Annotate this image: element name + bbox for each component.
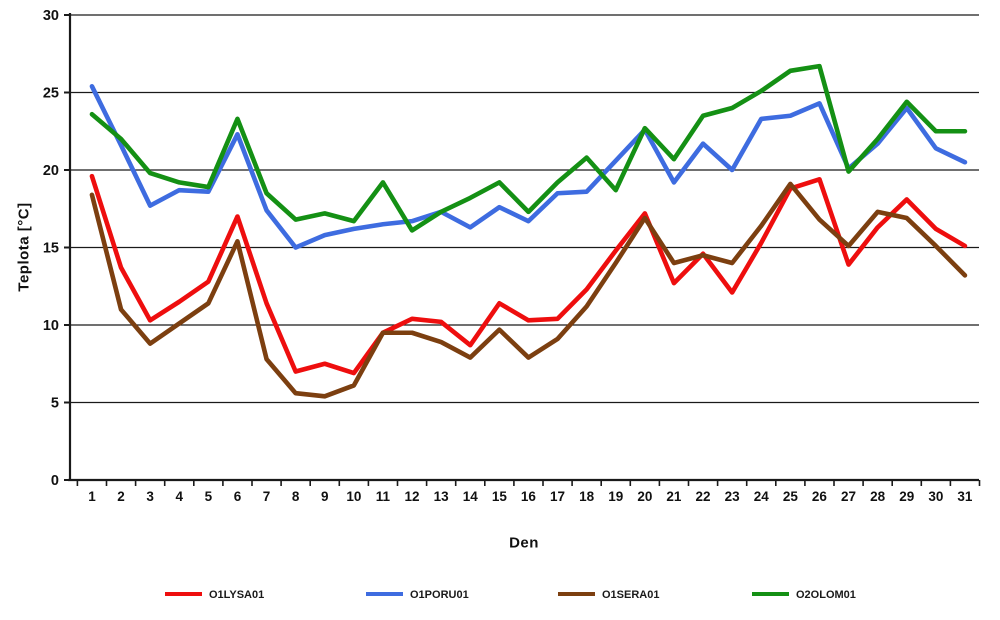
x-tick-label: 28 [870,489,886,504]
x-tick-label: 24 [754,489,770,504]
y-axis-title: Teplota [°C] [15,202,33,292]
y-tick-label: 20 [43,163,59,179]
x-tick-label: 21 [666,489,682,504]
x-tick-label: 30 [928,489,943,504]
legend-item-O1SERA01: O1SERA01 [558,589,659,601]
series-line-O2OLOM01 [89,63,968,233]
y-tick-label: 30 [43,8,59,24]
x-tick-label: 19 [608,489,623,504]
x-tick-label: 12 [405,489,420,504]
y-tick-label: 5 [51,396,59,412]
legend-item-O1PORU01: O1PORU01 [366,589,469,601]
x-tick-label: 16 [521,489,537,504]
series-line-O1LYSA01 [89,173,968,376]
legend-label-O1PORU01: O1PORU01 [410,589,469,601]
x-tick-label: 6 [234,489,242,504]
series-line-O1SERA01 [89,181,968,399]
x-tick-label: 5 [205,489,213,504]
x-tick-label: 14 [463,489,479,504]
x-tick-label: 25 [783,489,799,504]
x-tick-label: 11 [376,489,391,504]
x-tick-label: 17 [550,489,565,504]
legend-label-O1SERA01: O1SERA01 [602,589,659,601]
x-tick-label: 4 [175,489,183,504]
x-tick-label: 15 [492,489,508,504]
y-tick-label: 25 [43,86,59,102]
legend-item-O2OLOM01: O2OLOM01 [752,589,856,601]
x-tick-label: 23 [725,489,741,504]
x-axis-title: Den [509,534,539,552]
x-tick-label: 10 [346,489,361,504]
x-tick-label: 31 [957,489,973,504]
legend-label-O2OLOM01: O2OLOM01 [796,589,856,601]
x-tick-label: 18 [579,489,595,504]
legend-item-O1LYSA01: O1LYSA01 [165,589,264,601]
x-tick-label: 3 [146,489,154,504]
x-tick-label: 7 [263,489,271,504]
y-tick-label: 0 [51,473,59,489]
x-tick-label: 13 [434,489,450,504]
x-tick-label: 1 [88,489,96,504]
x-tick-label: 27 [841,489,856,504]
series-line-O1PORU01 [89,84,968,250]
x-tick-label: 26 [812,489,828,504]
x-tick-label: 8 [292,489,300,504]
x-tick-label: 9 [321,489,329,504]
x-tick-label: 22 [696,489,711,504]
legend-label-O1LYSA01: O1LYSA01 [209,589,264,601]
x-tick-label: 2 [117,489,125,504]
x-tick-label: 20 [637,489,652,504]
y-tick-label: 15 [43,241,59,257]
x-tick-label: 29 [899,489,914,504]
y-tick-label: 10 [43,318,59,334]
